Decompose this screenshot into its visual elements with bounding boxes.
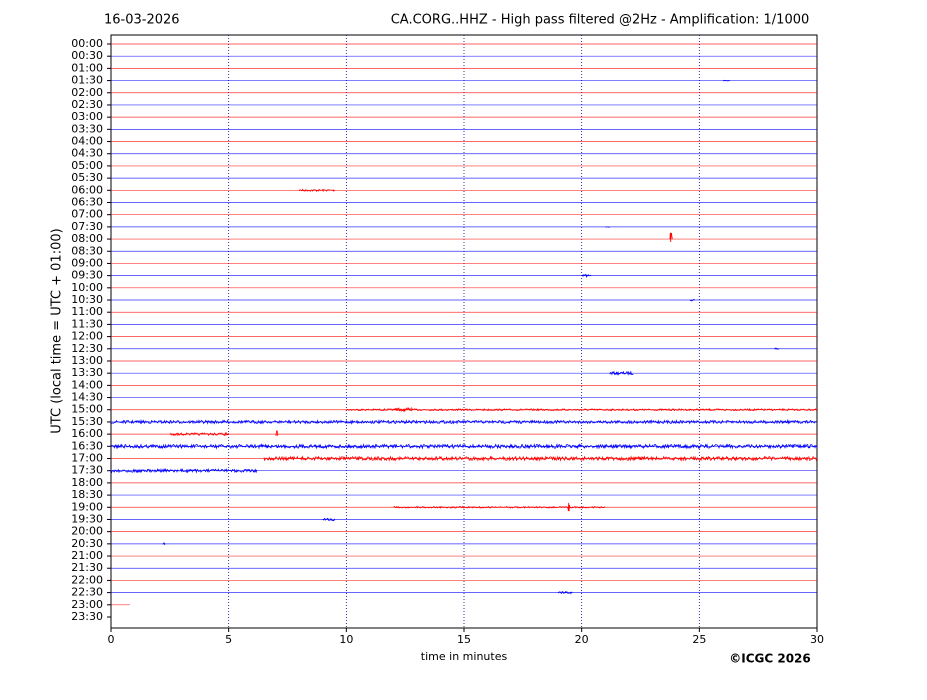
y-tick-label: 18:00: [71, 476, 103, 489]
y-tick-label: 12:00: [71, 330, 103, 343]
y-tick-label: 21:00: [71, 549, 103, 562]
y-tick-label: 15:30: [71, 415, 103, 428]
y-tick-label: 23:00: [71, 598, 103, 611]
y-tick-label: 04:30: [71, 147, 103, 160]
y-tick-label: 19:00: [71, 500, 103, 513]
y-tick-label: 10:30: [71, 293, 103, 306]
y-tick-label: 09:00: [71, 256, 103, 269]
seismic-event: [111, 445, 817, 449]
y-tick-label: 02:30: [71, 98, 103, 111]
x-tick-label: 30: [810, 633, 824, 646]
y-tick-label: 13:00: [71, 354, 103, 367]
seismic-event: [670, 233, 672, 242]
y-tick-label: 00:00: [71, 37, 103, 50]
y-tick-label: 16:00: [71, 427, 103, 440]
y-tick-label: 08:30: [71, 244, 103, 257]
y-tick-label: 17:00: [71, 452, 103, 465]
y-tick-label: 06:00: [71, 183, 103, 196]
credit: ©ICGC 2026: [729, 652, 811, 666]
y-tick-label: 23:30: [71, 610, 103, 623]
y-tick-label: 03:00: [71, 110, 103, 123]
y-tick-label: 09:30: [71, 269, 103, 282]
y-tick-label: 00:30: [71, 49, 103, 62]
y-tick-label: 22:00: [71, 573, 103, 586]
y-tick-label: 10:00: [71, 281, 103, 294]
y-tick-label: 13:30: [71, 366, 103, 379]
y-tick-label: 17:30: [71, 464, 103, 477]
y-tick-label: 02:00: [71, 86, 103, 99]
y-tick-label: 18:30: [71, 488, 103, 501]
y-tick-label: 20:00: [71, 525, 103, 538]
y-tick-label: 11:30: [71, 317, 103, 330]
y-tick-label: 21:30: [71, 561, 103, 574]
x-tick-label: 15: [457, 633, 471, 646]
y-tick-label: 16:30: [71, 439, 103, 452]
y-tick-label: 08:00: [71, 232, 103, 245]
date: 16-03-2026: [104, 13, 180, 28]
y-tick-label: 15:00: [71, 403, 103, 416]
seismic-event: [723, 80, 730, 81]
y-tick-label: 12:30: [71, 342, 103, 355]
y-tick-label: 01:30: [71, 74, 103, 87]
x-tick-label: 0: [108, 633, 115, 646]
seismic-event: [582, 275, 591, 277]
y-tick-label: 07:00: [71, 208, 103, 221]
y-tick-label: 11:00: [71, 305, 103, 318]
x-tick-label: 25: [692, 633, 706, 646]
x-tick-label: 20: [575, 633, 589, 646]
seismic-event: [558, 592, 572, 594]
x-axis-label: time in minutes: [421, 650, 508, 663]
y-tick-label: 22:30: [71, 586, 103, 599]
x-tick-label: 5: [225, 633, 232, 646]
y-tick-label: 03:30: [71, 122, 103, 135]
y-axis-label: UTC (local time = UTC + 01:00): [50, 228, 65, 433]
y-tick-label: 05:00: [71, 159, 103, 172]
chart-title: CA.CORG..HHZ - High pass filtered @2Hz -…: [391, 13, 810, 28]
y-tick-label: 14:00: [71, 378, 103, 391]
seismic-event: [276, 431, 278, 436]
y-tick-label: 01:00: [71, 61, 103, 74]
x-tick-label: 10: [339, 633, 353, 646]
y-tick-label: 04:00: [71, 135, 103, 148]
y-tick-label: 14:30: [71, 391, 103, 404]
y-tick-label: 20:30: [71, 537, 103, 550]
y-tick-label: 07:30: [71, 220, 103, 233]
y-tick-label: 19:30: [71, 512, 103, 525]
y-tick-label: 06:30: [71, 195, 103, 208]
y-tick-label: 05:30: [71, 171, 103, 184]
